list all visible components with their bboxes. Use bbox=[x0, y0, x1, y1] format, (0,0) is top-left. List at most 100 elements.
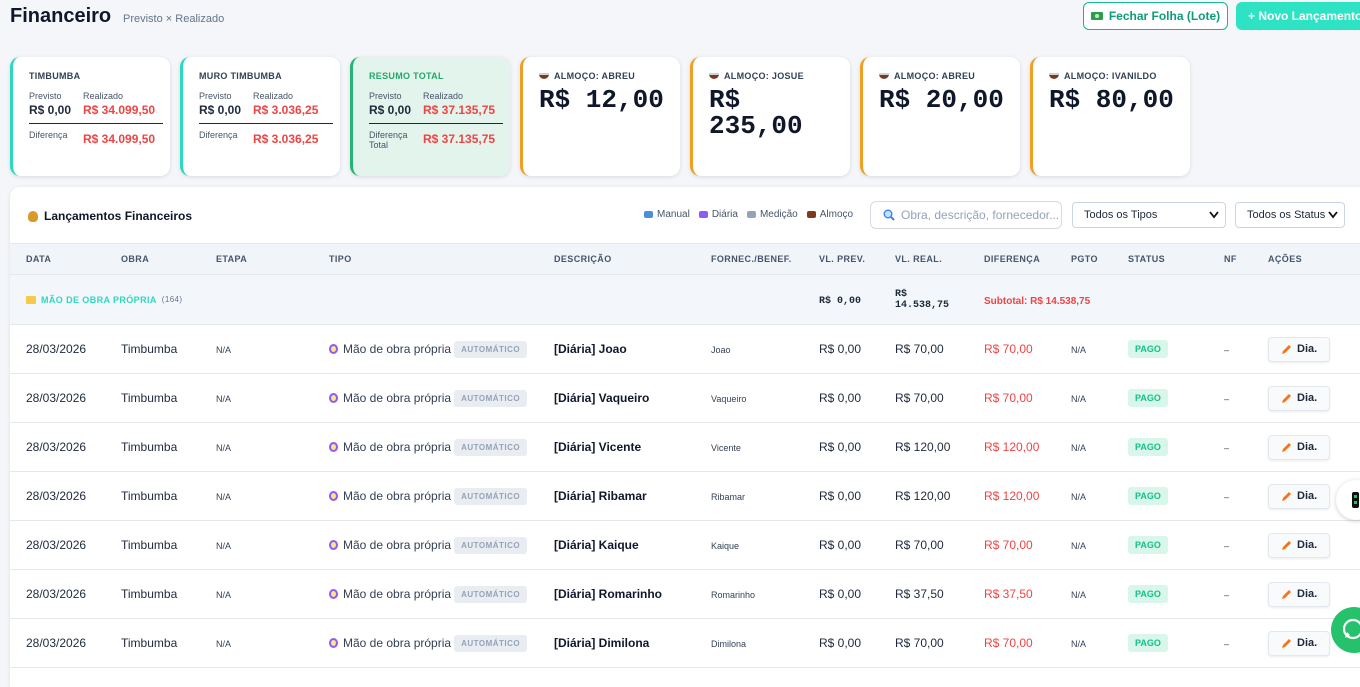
cell: N/A bbox=[1071, 373, 1128, 423]
cell: Vaqueiro bbox=[711, 373, 819, 423]
diferenca-label: Diferença bbox=[29, 130, 68, 140]
valor-previsto: R$ 0,00 bbox=[819, 440, 862, 454]
cell: Timbumba bbox=[121, 422, 216, 472]
bowl-icon bbox=[709, 73, 719, 79]
date: 28/03/2026 bbox=[26, 636, 87, 650]
floating-button[interactable] bbox=[1336, 480, 1360, 520]
tipo: Mão de obra própria AUTOMÁTICO bbox=[329, 634, 528, 652]
etapa: N/A bbox=[216, 394, 232, 404]
pgto: N/A bbox=[1071, 541, 1087, 551]
cell: R$ 0,00 bbox=[819, 422, 895, 472]
entry-row: 28/03/2026 Timbumba N/A Mão de obra própria… bbox=[10, 471, 1360, 521]
legend-swatch bbox=[698, 211, 708, 218]
type-filter-text: Todos os Tipos bbox=[1084, 209, 1158, 221]
type-filter[interactable]: Todos os Tipos bbox=[1072, 202, 1226, 228]
valor-previsto: R$ 0,00 bbox=[819, 538, 862, 552]
valor-realizado: R$ 70,00 bbox=[895, 391, 944, 405]
legend-item: Diária bbox=[698, 209, 738, 220]
group-count: (164) bbox=[161, 295, 183, 304]
previsto-value: R$ 0,00 bbox=[369, 103, 412, 117]
search-input[interactable]: Obra, descrição, fornecedor... bbox=[870, 201, 1062, 229]
edit-button[interactable]: Dia. bbox=[1268, 581, 1331, 607]
entries-table: DATA OBRA ETAPA TIPO DESCRIÇÃO FORNEC./BENEF.… bbox=[10, 243, 1360, 668]
whatsapp-icon bbox=[1342, 618, 1360, 640]
cell: Timbumba bbox=[121, 471, 216, 521]
edit-button[interactable]: Dia. bbox=[1268, 630, 1331, 656]
entries-panel: Lançamentos Financeiros Manual Diária Medi… bbox=[10, 187, 1360, 687]
previsto-label: Previsto bbox=[369, 91, 402, 101]
lunch-value: R$ 20,00 bbox=[879, 85, 1004, 115]
cell: Mão de obra própria AUTOMÁTICO bbox=[329, 618, 554, 668]
edit-label: Dia. bbox=[1297, 637, 1318, 649]
etapa: N/A bbox=[216, 492, 232, 502]
descricao: [Diária] Dimilona bbox=[554, 636, 650, 650]
diferenca: R$ 120,00 bbox=[984, 440, 1040, 454]
tipo: Mão de obra própria AUTOMÁTICO bbox=[329, 340, 528, 358]
separator bbox=[369, 123, 503, 124]
group-cell: R$ 0,00 bbox=[819, 274, 895, 325]
cell: R$ 0,00 bbox=[819, 471, 895, 521]
bowl-icon bbox=[539, 73, 549, 79]
column-header: ETAPA bbox=[216, 243, 329, 275]
cell: – bbox=[1224, 324, 1268, 374]
edit-button[interactable]: Dia. bbox=[1268, 336, 1331, 362]
pencil-icon bbox=[1282, 393, 1291, 403]
diferenca: R$ 70,00 bbox=[984, 538, 1033, 552]
chevron bbox=[1328, 211, 1338, 219]
group-cell: MÃO DE OBRA PRÓPRIA (164) bbox=[10, 274, 182, 325]
legend-swatch bbox=[746, 211, 756, 218]
cell: N/A bbox=[216, 471, 329, 521]
legend-item: Medição bbox=[746, 209, 798, 220]
cell: R$ 0,00 bbox=[819, 520, 895, 570]
tipo-text: Mão de obra própria bbox=[343, 635, 452, 650]
cell: Timbumba bbox=[121, 618, 216, 668]
nf: – bbox=[1224, 541, 1230, 551]
edit-button[interactable]: Dia. bbox=[1268, 483, 1331, 509]
tipo: Mão de obra própria AUTOMÁTICO bbox=[329, 487, 528, 505]
diferenca: R$ 70,00 bbox=[984, 391, 1033, 405]
diaria-icon bbox=[329, 637, 338, 648]
legend-item: Almoço bbox=[806, 209, 853, 220]
status-filter[interactable]: Todos os Status bbox=[1235, 202, 1345, 228]
cell: R$ 120,00 bbox=[984, 471, 1071, 521]
legend-label: Manual bbox=[657, 209, 690, 220]
table-body: MÃO DE OBRA PRÓPRIA (164) R$ 0,00 R$ 14.538… bbox=[10, 274, 1360, 668]
etapa: N/A bbox=[216, 541, 232, 551]
etapa: N/A bbox=[216, 345, 232, 355]
cell: – bbox=[1224, 569, 1268, 619]
card-grid: Previsto Realizado R$ 0,00 R$ 37.135,75 Dife… bbox=[369, 91, 503, 150]
group-name-text: MÃO DE OBRA PRÓPRIA bbox=[41, 294, 157, 305]
fornecedor: Romarinho bbox=[711, 590, 756, 600]
previsto-label: Previsto bbox=[199, 91, 232, 101]
column-header: DESCRIÇÃO bbox=[554, 243, 711, 275]
realizado-label: Realizado bbox=[423, 91, 464, 101]
entry-row: 28/03/2026 Timbumba N/A Mão de obra própria… bbox=[10, 569, 1360, 619]
cell: N/A bbox=[216, 373, 329, 423]
diferenca-label: Diferença Total bbox=[369, 130, 408, 150]
lunch-value: R$ 12,00 bbox=[539, 85, 664, 115]
cell: N/A bbox=[216, 618, 329, 668]
summary-card: RESUMO TOTAL Previsto Realizado R$ 0,00 R$ 3… bbox=[350, 57, 510, 176]
button-label: + Novo Lançamento bbox=[1248, 9, 1360, 23]
close-payroll-button[interactable]: Fechar Folha (Lote) bbox=[1083, 2, 1228, 30]
obra: Timbumba bbox=[121, 636, 178, 650]
edit-button[interactable]: Dia. bbox=[1268, 532, 1331, 558]
card-title: MURO TIMBUMBA bbox=[199, 71, 282, 81]
descricao: [Diária] Ribamar bbox=[554, 489, 647, 503]
valor-realizado: R$ 70,00 bbox=[895, 538, 944, 552]
whatsapp-button[interactable] bbox=[1331, 607, 1360, 653]
cell: N/A bbox=[1071, 422, 1128, 472]
cell: Romarinho bbox=[711, 569, 819, 619]
cell: Mão de obra própria AUTOMÁTICO bbox=[329, 422, 554, 472]
new-entry-button[interactable]: + Novo Lançamento bbox=[1236, 2, 1360, 30]
valor-previsto: R$ 0,00 bbox=[819, 391, 862, 405]
card-title: RESUMO TOTAL bbox=[369, 71, 444, 81]
pencil-icon bbox=[1282, 540, 1291, 550]
auto-badge: AUTOMÁTICO bbox=[454, 389, 528, 407]
cell: N/A bbox=[216, 569, 329, 619]
edit-button[interactable]: Dia. bbox=[1268, 434, 1331, 460]
edit-button[interactable]: Dia. bbox=[1268, 385, 1331, 411]
cell: N/A bbox=[1071, 520, 1128, 570]
cell: R$ 0,00 bbox=[819, 324, 895, 374]
cell: Kaique bbox=[711, 520, 819, 570]
